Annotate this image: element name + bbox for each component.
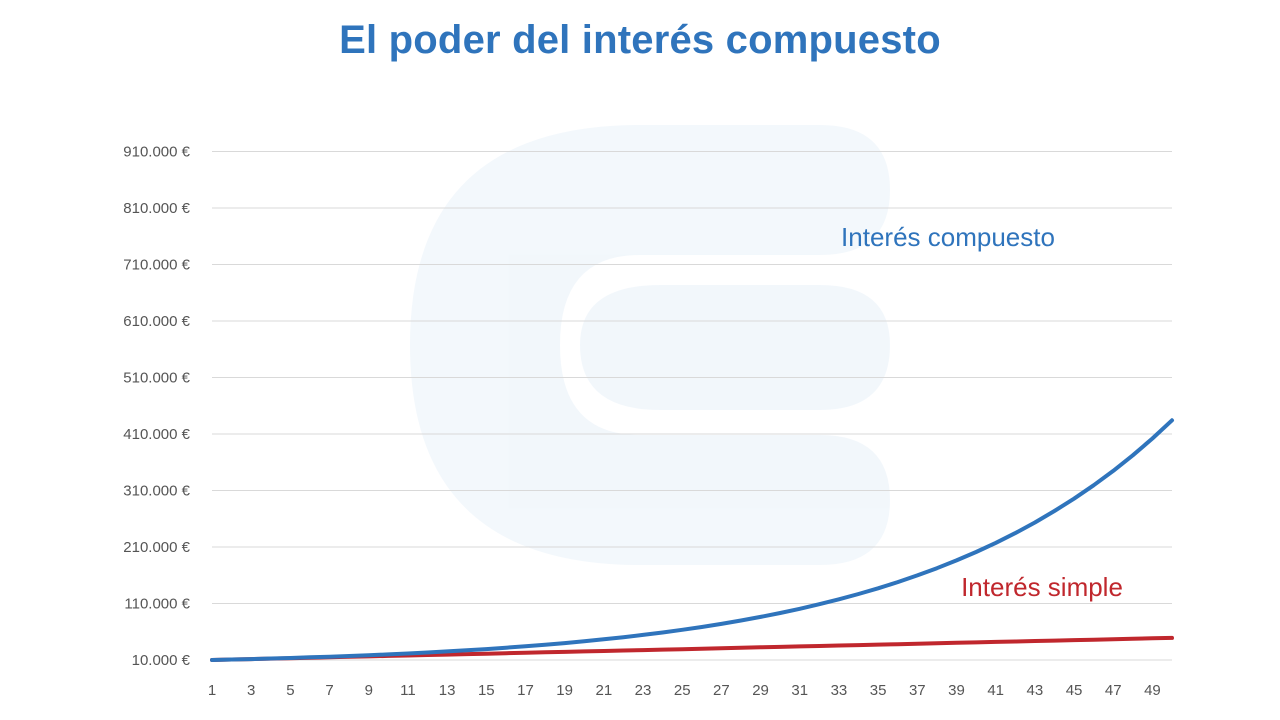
x-tick-label: 17 <box>517 682 534 699</box>
x-tick-label: 5 <box>286 682 294 699</box>
y-tick-label: 510.000 € <box>123 370 190 387</box>
x-tick-label: 49 <box>1144 682 1161 699</box>
x-tick-label: 3 <box>247 682 255 699</box>
y-tick-label: 310.000 € <box>123 483 190 500</box>
y-tick-label: 10.000 € <box>132 652 191 669</box>
x-tick-label: 13 <box>439 682 456 699</box>
x-tick-label: 23 <box>635 682 652 699</box>
y-tick-label: 610.000 € <box>123 313 190 330</box>
y-tick-label: 710.000 € <box>123 257 190 274</box>
x-tick-label: 31 <box>791 682 808 699</box>
x-tick-label: 11 <box>400 682 416 699</box>
x-tick-label: 45 <box>1066 682 1083 699</box>
x-tick-label: 47 <box>1105 682 1122 699</box>
chart-title: El poder del interés compuesto <box>339 18 941 62</box>
x-axis: 1 3 5 7 9 11 13 15 17 19 21 23 25 27 29 31 33 35 37 39 41 43 4… <box>208 682 1161 699</box>
series-group: Interés compuesto Interés simple <box>210 222 1174 662</box>
x-tick-label: 37 <box>909 682 926 699</box>
x-tick-label: 35 <box>870 682 887 699</box>
x-tick-label: 39 <box>948 682 965 699</box>
series-label-simple: Interés simple <box>961 572 1123 602</box>
x-tick-label: 19 <box>556 682 573 699</box>
x-tick-label: 21 <box>595 682 612 699</box>
y-tick-label: 110.000 € <box>124 596 190 613</box>
y-tick-label: 910.000 € <box>123 144 190 161</box>
x-tick-label: 29 <box>752 682 769 699</box>
x-tick-label: 9 <box>365 682 373 699</box>
watermark-logo-icon <box>410 125 890 565</box>
x-tick-label: 41 <box>987 682 1004 699</box>
x-tick-label: 1 <box>208 682 216 699</box>
y-axis: 10.000 € 110.000 € 210.000 € 310.000 € 410.0… <box>123 144 190 670</box>
x-tick-label: 33 <box>831 682 848 699</box>
y-tick-label: 410.000 € <box>123 426 190 443</box>
y-tick-label: 810.000 € <box>123 200 190 217</box>
series-label-compuesto: Interés compuesto <box>841 222 1055 252</box>
x-tick-label: 25 <box>674 682 691 699</box>
x-tick-label: 27 <box>713 682 730 699</box>
x-tick-label: 7 <box>325 682 333 699</box>
grid-lines <box>212 151 1172 661</box>
x-tick-label: 15 <box>478 682 495 699</box>
series-line-compuesto <box>210 418 1174 662</box>
x-tick-label: 43 <box>1027 682 1044 699</box>
y-tick-label: 210.000 € <box>123 539 190 556</box>
